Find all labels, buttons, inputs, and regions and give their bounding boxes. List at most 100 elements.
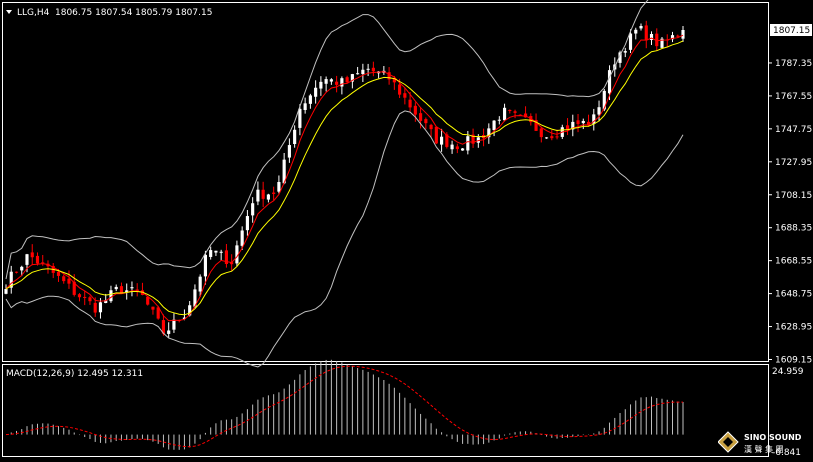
candle (424, 117, 428, 130)
candle (277, 175, 281, 194)
candle (14, 271, 19, 274)
bollinger-upper-band (5, 0, 649, 280)
candle (660, 36, 664, 49)
price-tick-label: 1688.35 (775, 224, 812, 234)
candle (440, 128, 444, 152)
candle (450, 140, 454, 154)
candle (272, 186, 276, 201)
macd-label: MACD(12,26,9) 12.495 12.311 (6, 369, 143, 379)
candle (83, 290, 87, 306)
candle (20, 265, 24, 277)
main-chart-frame (2, 2, 769, 362)
candle (455, 143, 459, 154)
candle (114, 284, 118, 292)
candle (319, 76, 323, 96)
price-tick-label: 1708.15 (775, 191, 812, 201)
price-tick-label: 1648.75 (775, 290, 812, 300)
candle (361, 63, 365, 83)
candle (245, 210, 249, 236)
candle (51, 263, 55, 279)
candle (634, 27, 638, 40)
candle (607, 65, 612, 101)
candle (203, 250, 208, 285)
candle (655, 28, 659, 51)
candle (329, 78, 333, 85)
candle (4, 284, 8, 295)
candle (639, 23, 643, 31)
candle (88, 295, 92, 305)
candle (193, 284, 197, 309)
candle (597, 100, 601, 122)
candle (487, 123, 491, 144)
bollinger-lower-band (5, 110, 684, 368)
candle (125, 283, 129, 300)
price-tick-label: 1747.75 (775, 125, 812, 135)
candle (167, 322, 171, 338)
candle (565, 118, 570, 136)
candle (445, 132, 449, 149)
candle (371, 61, 375, 77)
price-tick-label: 1628.95 (775, 323, 812, 333)
candle (30, 244, 34, 266)
candle (9, 265, 13, 294)
candle (539, 126, 543, 143)
candle (25, 253, 29, 273)
price-axis: 1787.35 1767.55 1747.75 1727.95 1708.15 1688.… (768, 59, 812, 366)
candle (62, 274, 66, 284)
candle (356, 66, 360, 75)
candle (403, 87, 407, 105)
price-tick-label: 1727.95 (775, 158, 812, 168)
candle (413, 102, 417, 122)
candle (251, 197, 255, 223)
candle (282, 152, 286, 185)
candle (618, 50, 622, 68)
price-tick-label: 1609.15 (775, 356, 812, 366)
candle (298, 104, 302, 136)
triangle-down-icon[interactable] (6, 10, 12, 14)
last-price-box (770, 24, 812, 36)
candle (508, 109, 512, 114)
candle (335, 75, 339, 93)
candle (576, 114, 580, 133)
candle (581, 118, 585, 130)
candle (130, 281, 134, 297)
candle (434, 126, 438, 145)
candle (287, 138, 291, 163)
candle (324, 76, 328, 92)
price-tick-label: 1767.55 (775, 92, 812, 102)
candle (350, 73, 354, 89)
moving-average-fast (5, 34, 684, 322)
candle (429, 123, 433, 138)
candle (502, 103, 507, 122)
candle (382, 65, 386, 75)
price-tick-label: 1787.35 (775, 59, 812, 69)
macd-tick-bottom: -6.841 (772, 448, 801, 458)
candle (340, 76, 344, 95)
candle (35, 252, 40, 266)
candle (146, 296, 150, 306)
candle (266, 193, 270, 203)
candle (261, 181, 265, 207)
candle (256, 181, 260, 206)
candle (240, 226, 244, 250)
candle (471, 128, 475, 148)
macd-signal-line (5, 365, 683, 448)
candle (219, 249, 223, 261)
candle (119, 282, 124, 294)
moving-average-slow (5, 40, 684, 316)
candle (209, 246, 213, 260)
candle (235, 240, 239, 267)
candle (151, 306, 155, 315)
candle (161, 314, 166, 336)
candle (571, 114, 575, 137)
watermark-logo: SINO SOUND 漢 聲 集 團 (717, 428, 813, 458)
candle (303, 97, 307, 114)
candle (644, 20, 648, 49)
candle (314, 80, 318, 104)
ohlc-values: 1806.75 1807.54 1805.79 1807.15 (55, 8, 212, 18)
candle (67, 270, 71, 289)
candle (308, 93, 312, 109)
candle (345, 75, 349, 84)
candle (481, 128, 486, 147)
